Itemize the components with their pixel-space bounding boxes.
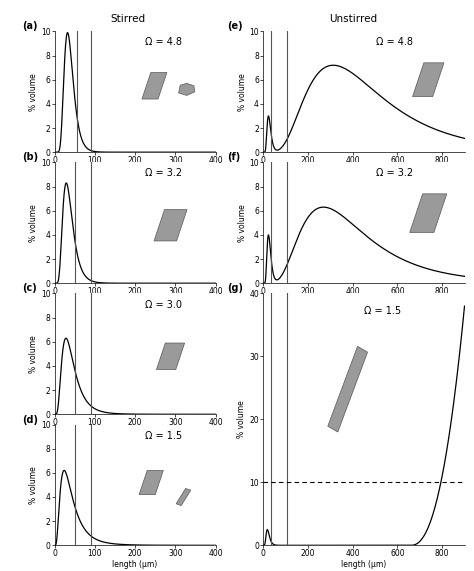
Polygon shape <box>142 73 167 99</box>
Polygon shape <box>139 471 163 494</box>
Text: (f): (f) <box>227 152 240 162</box>
Text: Stirred: Stirred <box>110 14 146 25</box>
Y-axis label: % volume: % volume <box>29 335 38 373</box>
Text: (b): (b) <box>22 152 38 162</box>
X-axis label: length (μm): length (μm) <box>112 429 158 438</box>
Text: (c): (c) <box>22 283 37 293</box>
Y-axis label: % volume: % volume <box>29 73 38 111</box>
X-axis label: length (μm): length (μm) <box>112 560 158 569</box>
Text: Ω = 3.2: Ω = 3.2 <box>145 168 182 179</box>
Polygon shape <box>410 194 447 232</box>
Y-axis label: % volume: % volume <box>237 204 246 242</box>
Polygon shape <box>156 343 185 369</box>
Y-axis label: % volume: % volume <box>237 400 246 439</box>
Text: (d): (d) <box>22 415 38 424</box>
Polygon shape <box>328 347 368 432</box>
Text: Unstirred: Unstirred <box>329 14 377 25</box>
Text: Ω = 3.2: Ω = 3.2 <box>376 168 413 179</box>
Text: Ω = 1.5: Ω = 1.5 <box>145 431 182 441</box>
Polygon shape <box>412 63 444 96</box>
Text: Ω = 4.8: Ω = 4.8 <box>376 38 413 47</box>
X-axis label: length (μm): length (μm) <box>112 167 158 176</box>
Y-axis label: % volume: % volume <box>237 73 246 111</box>
Text: Ω = 4.8: Ω = 4.8 <box>145 38 182 47</box>
Polygon shape <box>176 488 191 505</box>
Y-axis label: % volume: % volume <box>29 204 38 242</box>
X-axis label: length (μm): length (μm) <box>112 297 158 307</box>
Text: (a): (a) <box>22 21 38 31</box>
Text: Ω = 1.5: Ω = 1.5 <box>364 306 401 316</box>
X-axis label: length (μm): length (μm) <box>341 560 386 569</box>
X-axis label: length (μm): length (μm) <box>341 167 386 176</box>
Polygon shape <box>154 210 187 241</box>
X-axis label: length (μm): length (μm) <box>341 297 386 307</box>
Polygon shape <box>179 83 195 95</box>
Text: (e): (e) <box>227 21 242 31</box>
Y-axis label: % volume: % volume <box>29 466 38 504</box>
Text: Ω = 3.0: Ω = 3.0 <box>145 300 182 309</box>
Text: (g): (g) <box>227 283 243 293</box>
